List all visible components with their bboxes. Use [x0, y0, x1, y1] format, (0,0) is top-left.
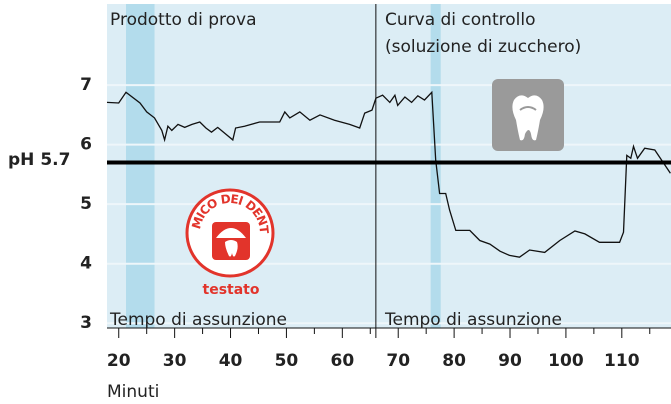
x-tick-label: 60 — [330, 351, 354, 371]
y-tick-label: 3 — [80, 313, 92, 333]
section-label: (soluzione di zucchero) — [385, 37, 581, 57]
x-tick-label: 90 — [498, 351, 522, 371]
y-tick-label: 7 — [80, 75, 92, 95]
x-tick-label: 100 — [548, 351, 584, 371]
x-tick-label: 30 — [163, 351, 187, 371]
intake-band — [126, 4, 155, 328]
x-tick-label: 40 — [219, 351, 243, 371]
y-tick-label: 5 — [80, 194, 92, 214]
y-tick-label: 4 — [80, 254, 92, 274]
intake-label: Tempo di assunzione — [109, 310, 287, 330]
x-tick-label: 80 — [442, 351, 466, 371]
intake-label: Tempo di assunzione — [384, 310, 562, 330]
badge-bottom: testato — [203, 282, 260, 298]
y-tick-label: 6 — [80, 135, 92, 155]
section-label: Curva di controllo — [385, 10, 536, 30]
x-tick-label: 70 — [386, 351, 410, 371]
x-tick-label: 20 — [107, 351, 131, 371]
x-tick-label: 50 — [275, 351, 299, 371]
threshold-label: pH 5.7 — [8, 150, 70, 170]
x-tick-label: 110 — [604, 351, 640, 371]
x-axis-label: Minuti — [107, 382, 159, 402]
chart: 3 4 5 6 7 20 30 40 50 60 70 80 90 100 110 Minuti pH 5.7 P… — [0, 0, 671, 404]
section-label: Prodotto di prova — [110, 10, 257, 30]
